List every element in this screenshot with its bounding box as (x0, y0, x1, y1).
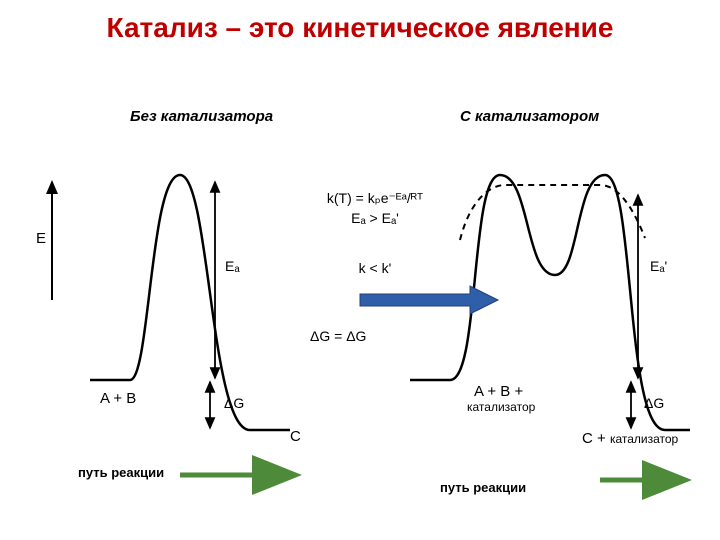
left-energy-curve (90, 175, 290, 430)
diagram-svg (0, 0, 720, 540)
blue-arrow-icon (360, 286, 498, 314)
